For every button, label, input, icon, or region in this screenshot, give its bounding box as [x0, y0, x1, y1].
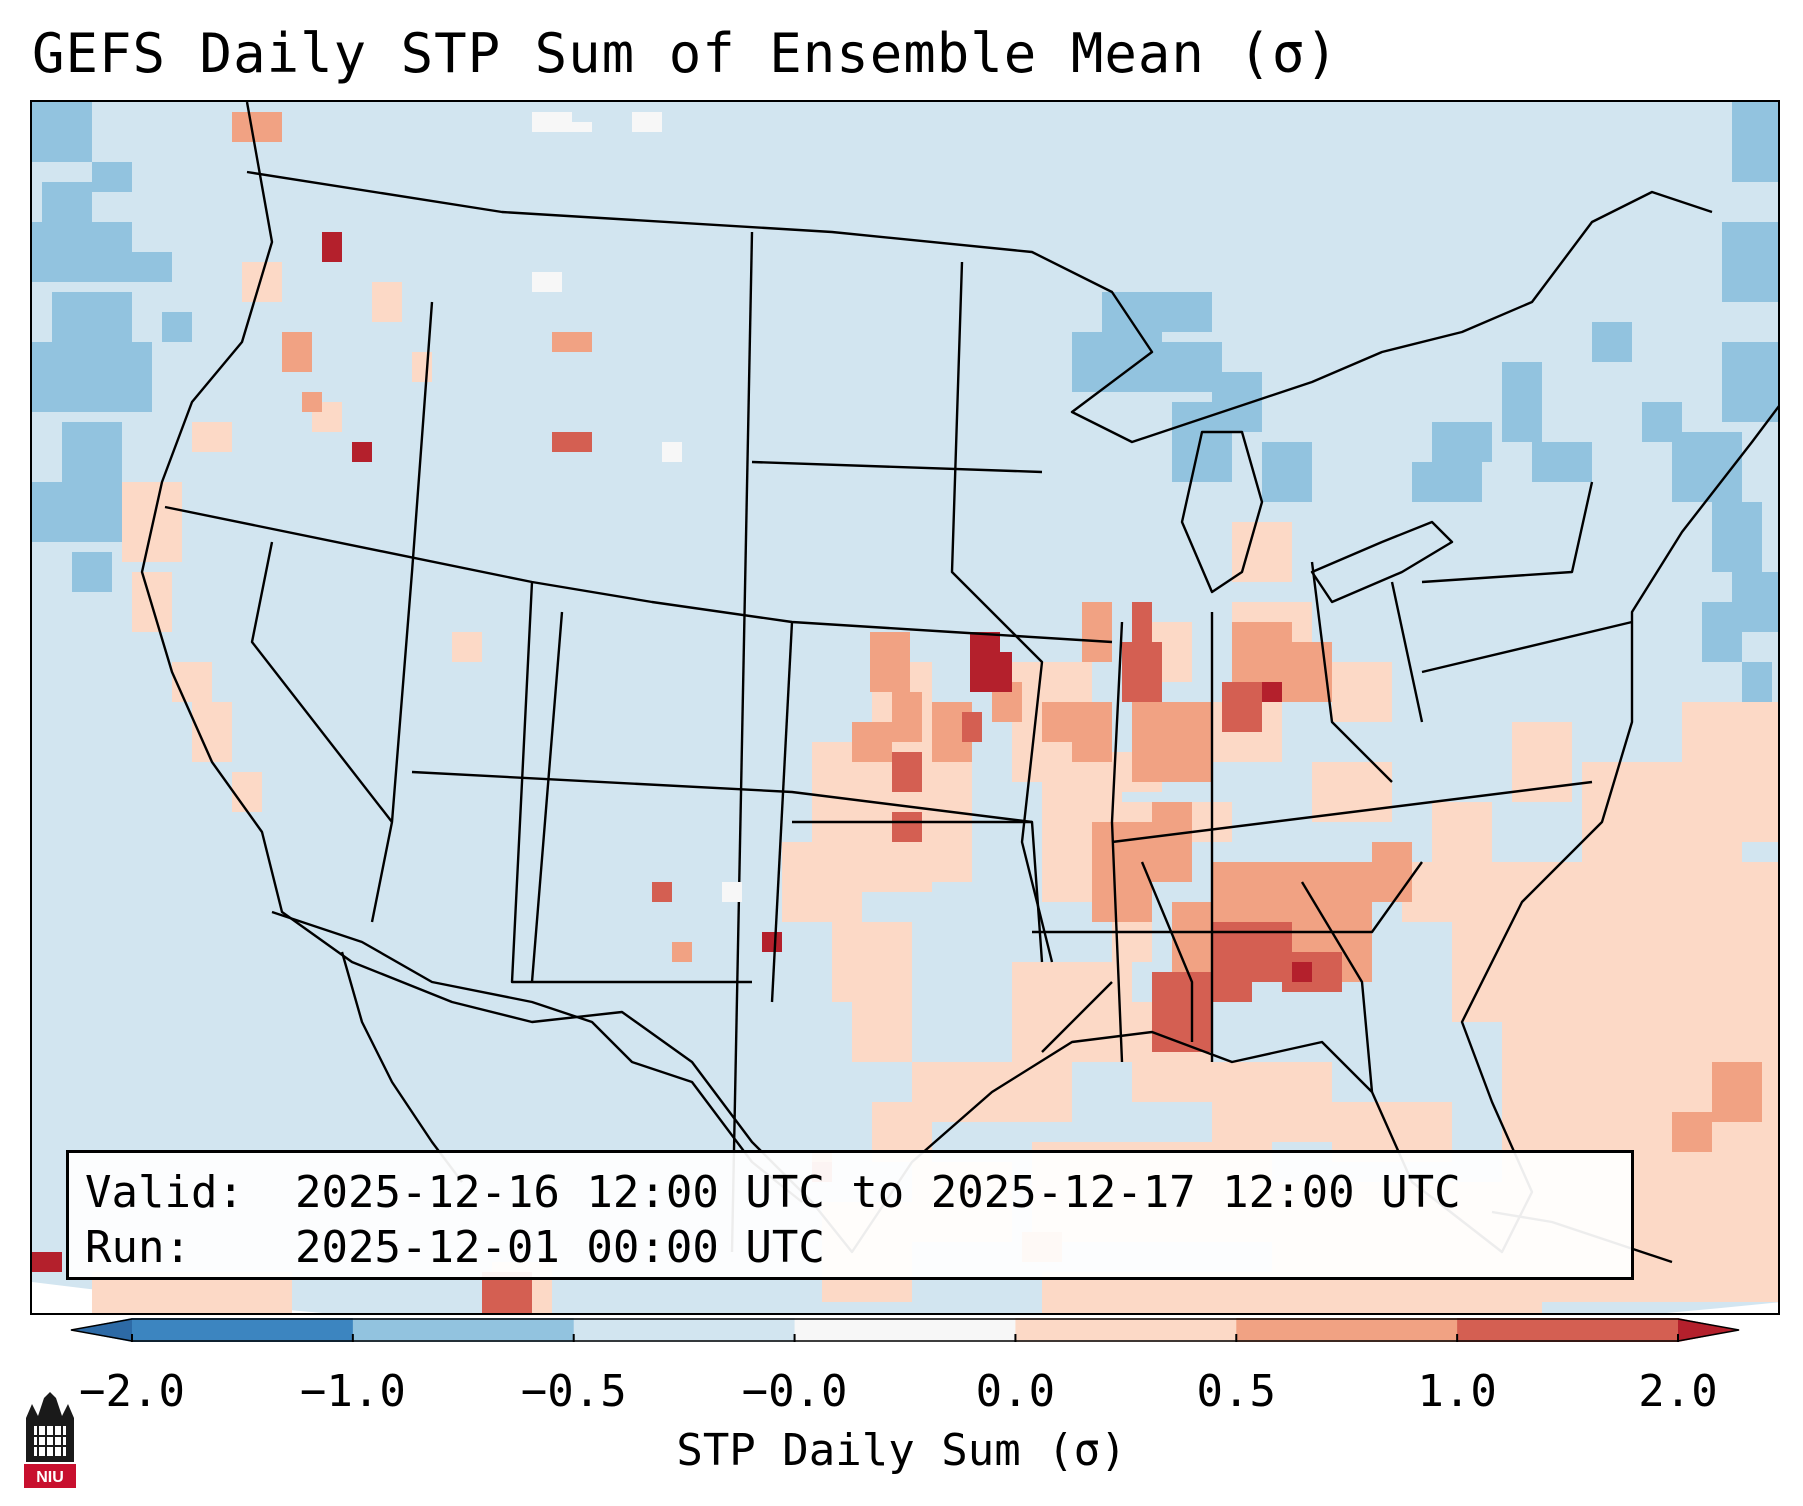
colorbar — [70, 1318, 1740, 1342]
mexico-border — [271, 910, 803, 1203]
run-value: 2025-12-01 00:00 UTC — [295, 1222, 825, 1273]
colorbar-tick: −2.0 — [79, 1366, 185, 1417]
canada-border — [246, 170, 1713, 444]
lake-michigan — [1180, 430, 1264, 594]
colorbar-tick: 0.5 — [1196, 1366, 1277, 1417]
valid-label: Valid: — [85, 1167, 244, 1218]
valid-row: Valid: 2025-12-16 12:00 UTC to 2025-12-1… — [85, 1165, 1615, 1220]
valid-value: 2025-12-16 12:00 UTC to 2025-12-17 12:00… — [295, 1167, 1461, 1218]
map-panel — [30, 100, 1780, 1315]
boundaries — [140, 102, 1778, 1264]
negative-anomaly-cells — [32, 102, 1778, 702]
colorbar-segment — [794, 1318, 1016, 1342]
colorbar-segment — [1015, 1318, 1237, 1342]
colorbar-tick: 0.0 — [975, 1366, 1056, 1417]
run-row: Run: 2025-12-01 00:00 UTC — [85, 1220, 1615, 1275]
colorbar-extend-high — [1678, 1318, 1740, 1342]
map-canvas — [32, 102, 1778, 1313]
colorbar-extend-low — [70, 1318, 132, 1342]
colorbar-label: STP Daily Sum (σ) — [676, 1425, 1127, 1476]
colorbar-segment — [1236, 1318, 1458, 1342]
colorbar-tick: 2.0 — [1638, 1366, 1718, 1417]
highest-positive-anomaly-cells — [32, 232, 1312, 1272]
valid-time-box: Valid: 2025-12-16 12:00 UTC to 2025-12-1… — [66, 1150, 1634, 1280]
colorbar-segment — [1457, 1318, 1679, 1342]
colorbar-segment — [352, 1318, 575, 1342]
colorbar-ticks: −2.0 −1.0 −0.5 −0.0 0.0 0.5 1.0 2.0 — [0, 1366, 1803, 1417]
logo-text: NIU — [36, 1469, 64, 1486]
niu-logo: NIU — [24, 1392, 76, 1488]
lake-erie — [1310, 520, 1454, 604]
run-label: Run: — [85, 1222, 191, 1273]
colorbar-tick: −0.0 — [741, 1366, 848, 1417]
colorbar-segment — [132, 1318, 354, 1342]
colorbar-segment — [573, 1318, 796, 1342]
colorbar-tick: −0.5 — [520, 1366, 627, 1417]
neutral-cells — [532, 112, 742, 902]
chart-title: GEFS Daily STP Sum of Ensemble Mean (σ) — [32, 22, 1339, 85]
strong-positive-anomaly-cells — [482, 432, 1342, 1313]
colorbar-tick: −1.0 — [299, 1366, 406, 1417]
colorbar-tick: 1.0 — [1417, 1366, 1497, 1417]
